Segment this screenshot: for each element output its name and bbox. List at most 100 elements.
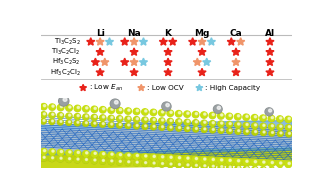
Circle shape: [210, 164, 215, 170]
Circle shape: [86, 122, 87, 124]
Circle shape: [280, 169, 282, 171]
Circle shape: [176, 156, 182, 162]
Circle shape: [226, 122, 232, 128]
Circle shape: [114, 101, 118, 104]
Circle shape: [285, 116, 292, 122]
Circle shape: [102, 108, 105, 110]
Circle shape: [235, 114, 241, 120]
Circle shape: [229, 166, 231, 168]
Polygon shape: [232, 58, 240, 66]
Circle shape: [260, 131, 266, 136]
Circle shape: [52, 150, 54, 152]
Circle shape: [286, 132, 292, 137]
Circle shape: [159, 125, 165, 130]
Circle shape: [235, 114, 241, 120]
Circle shape: [77, 158, 79, 160]
Circle shape: [218, 165, 224, 170]
Circle shape: [204, 128, 206, 130]
Circle shape: [193, 164, 198, 169]
Circle shape: [209, 112, 216, 119]
Circle shape: [285, 125, 292, 131]
Circle shape: [269, 124, 274, 130]
Circle shape: [49, 113, 55, 118]
Circle shape: [49, 149, 55, 155]
Circle shape: [40, 155, 46, 161]
Circle shape: [43, 105, 46, 107]
Circle shape: [260, 115, 266, 122]
Circle shape: [268, 116, 274, 122]
Circle shape: [136, 161, 138, 163]
Polygon shape: [130, 68, 138, 76]
Circle shape: [271, 117, 273, 119]
Circle shape: [218, 158, 224, 164]
Circle shape: [162, 126, 164, 128]
Circle shape: [280, 125, 282, 127]
Circle shape: [280, 162, 282, 164]
Circle shape: [151, 162, 156, 167]
Polygon shape: [80, 84, 87, 91]
Circle shape: [91, 115, 97, 121]
Polygon shape: [266, 58, 274, 66]
Circle shape: [128, 117, 130, 119]
Circle shape: [201, 121, 207, 126]
Circle shape: [159, 125, 165, 130]
Circle shape: [235, 159, 241, 165]
Circle shape: [210, 165, 215, 170]
Circle shape: [244, 129, 249, 135]
Circle shape: [260, 167, 266, 172]
Circle shape: [260, 123, 266, 129]
Circle shape: [111, 116, 113, 119]
Circle shape: [153, 125, 155, 127]
Circle shape: [170, 163, 172, 165]
Polygon shape: [202, 58, 211, 66]
Circle shape: [108, 160, 114, 165]
Circle shape: [91, 106, 98, 112]
Polygon shape: [130, 48, 138, 55]
Text: Ti$_3$C$_2$S$_2$: Ti$_3$C$_2$S$_2$: [54, 37, 81, 47]
Circle shape: [277, 168, 283, 174]
Circle shape: [217, 106, 220, 109]
Circle shape: [100, 159, 105, 164]
Circle shape: [221, 129, 223, 131]
Circle shape: [187, 120, 189, 122]
Circle shape: [229, 129, 231, 131]
Circle shape: [184, 111, 191, 117]
Circle shape: [161, 156, 164, 158]
Circle shape: [66, 150, 72, 156]
Text: Hf$_3$C$_2$S$_2$: Hf$_3$C$_2$S$_2$: [52, 57, 81, 67]
Polygon shape: [96, 68, 104, 76]
Circle shape: [41, 149, 47, 155]
Circle shape: [170, 156, 172, 158]
Polygon shape: [138, 84, 145, 91]
Circle shape: [94, 159, 96, 161]
Circle shape: [269, 109, 272, 112]
Text: : Low $E_{an}$: : Low $E_{an}$: [89, 83, 123, 93]
Circle shape: [285, 162, 291, 168]
Circle shape: [204, 113, 206, 115]
Polygon shape: [196, 84, 203, 91]
Circle shape: [142, 154, 148, 160]
Text: : Low OCV: : Low OCV: [147, 85, 183, 91]
Circle shape: [145, 162, 147, 164]
Circle shape: [52, 157, 54, 159]
Circle shape: [150, 110, 156, 116]
Text: Al: Al: [265, 29, 275, 38]
Circle shape: [229, 159, 231, 161]
Circle shape: [142, 118, 148, 123]
Circle shape: [168, 163, 173, 168]
Circle shape: [40, 119, 46, 124]
Circle shape: [210, 127, 215, 133]
Circle shape: [119, 160, 121, 162]
Circle shape: [119, 117, 122, 119]
Circle shape: [246, 160, 248, 162]
Circle shape: [94, 107, 96, 109]
Circle shape: [117, 116, 122, 122]
Circle shape: [117, 108, 123, 114]
Circle shape: [254, 116, 257, 118]
Circle shape: [212, 165, 214, 167]
Circle shape: [159, 155, 165, 161]
Circle shape: [238, 130, 240, 132]
Circle shape: [77, 121, 79, 123]
Circle shape: [266, 108, 272, 115]
Circle shape: [49, 156, 55, 161]
